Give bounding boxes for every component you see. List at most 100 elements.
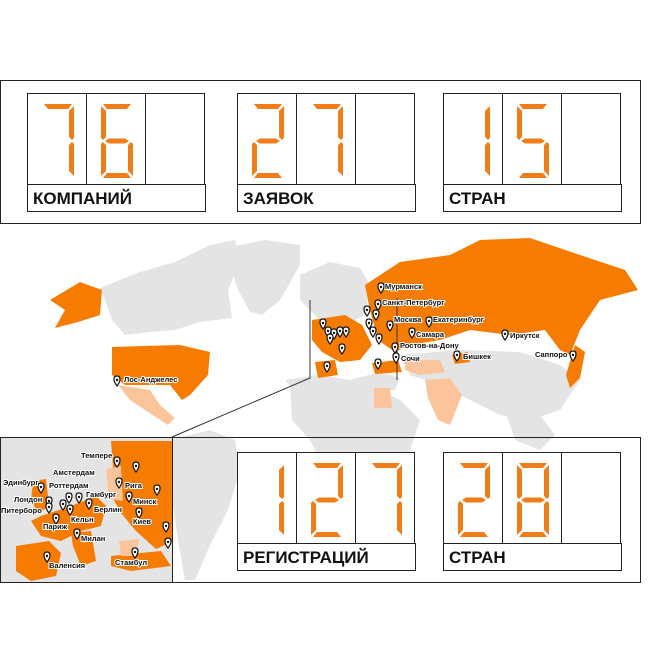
map-pin-icon [135,507,143,519]
digit-cell [561,452,621,544]
city-label: Мурманск [385,282,422,291]
segment-a [519,104,547,109]
city-label: Рига [125,481,143,490]
map-pin-icon [113,375,121,387]
countries-active [50,238,638,400]
map-pin-icon [52,513,60,525]
segment-b [485,106,490,140]
segment-d [519,532,547,537]
segment-b [397,465,402,499]
city-label: Москва [394,315,422,324]
city-label: Иркутск [510,331,540,340]
segment-g [521,497,545,503]
segment-g [105,138,129,144]
map-pin-icon [386,320,394,332]
segment-b [338,465,343,499]
map-pin-icon [326,333,334,345]
map-pin-icon [162,521,170,533]
segment-a [313,463,341,468]
segment-b [338,106,343,140]
map-pin-icon [85,498,93,510]
segment-b [279,465,284,499]
segment-a [254,104,282,109]
city-label: Питерборо [1,506,42,515]
map-pin-icon [59,499,67,511]
map-pin-icon [425,316,433,328]
segment-g [462,497,486,503]
segment-a [313,104,341,109]
map-pin-icon [363,305,371,317]
map-pin-icon [115,477,123,489]
segment-e [252,142,257,176]
segment-a [519,463,547,468]
city-label: Самара [416,330,445,339]
map-pin-icon [374,299,382,311]
map-pin-icon [342,326,350,338]
europe-inset-map: Темпере Амстердам Эдинбург Роттердам Гамбург… [0,437,173,583]
map-pin-icon [369,326,377,338]
segment-c [69,142,74,176]
alaska [50,282,102,328]
city-label: Бишкек [463,352,491,361]
segment-c [397,501,402,535]
city-label: Роттердам [49,481,89,490]
map-pin-icon [75,492,83,504]
city-label: Санкт-Петербург [382,298,444,307]
city-label: Лондон [14,495,42,504]
map-pin-icon [391,342,399,354]
map-pin-icon [113,456,121,468]
stat-label: РЕГИСТРАЦИЙ [237,543,416,571]
stat-label: СТРАН [443,543,622,571]
digit-cell [296,452,356,544]
city-label: Амстердам [53,468,95,477]
city-label: Кельн [71,515,94,524]
segment-e [458,501,463,535]
segment-c [279,501,284,535]
map-pin-icon [66,504,74,516]
map-pin-icon [372,309,380,321]
digit-cell [443,452,503,544]
segment-a [372,463,400,468]
segment-d [519,173,547,178]
digit-cell [296,93,356,185]
map-pin-icon [408,327,416,339]
city-label: Лос-Анджелес [124,375,177,384]
digit-cell [237,452,297,544]
digit-cell [355,452,415,544]
digit-cell [502,452,562,544]
city-label: Берлин [94,505,122,514]
map-pin-icon [336,326,344,338]
map-pin-icon [43,551,51,563]
digit-cell [561,93,621,185]
digit-cell [86,93,146,185]
city-label: Эдинбург [3,478,38,487]
city-label: Стамбул [115,558,147,567]
map-pin-icon [65,492,73,504]
segment-b [485,465,490,499]
map-pin-icon [164,537,172,549]
russia [365,238,638,355]
map-pin-icon [392,352,400,364]
top-stats-panel [0,80,641,224]
segment-d [313,532,341,537]
city-label: Ростов-на-Дону [400,341,459,350]
segment-e [517,501,522,535]
segment-e [311,501,316,535]
map-pin-icon [377,282,385,294]
digit-cell [502,93,562,185]
city-label: Париж [43,522,68,531]
city-label: Темпере [81,451,112,460]
segment-g [521,138,545,144]
segment-d [254,173,282,178]
map-pin-icon [323,361,331,373]
city-label: Екатеринбург [433,315,484,324]
segment-c [128,142,133,176]
segment-d [460,532,488,537]
map-pin-icon [45,502,53,514]
map-pin-icon [365,318,373,330]
map-pin-icon [569,350,577,362]
segment-f [517,465,522,499]
segment-g [256,138,280,144]
map-pin-icon [501,329,509,341]
segment-f [517,106,522,140]
